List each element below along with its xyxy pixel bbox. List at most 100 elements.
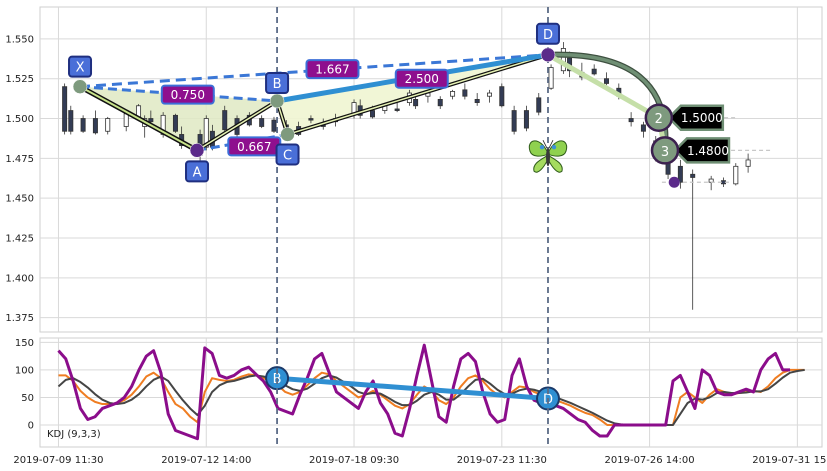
pivot-label-text: C — [283, 148, 292, 163]
candle-body — [450, 91, 456, 97]
candle-body — [394, 108, 400, 111]
butterfly-body — [545, 148, 550, 167]
butterfly-antenna — [548, 139, 554, 149]
pivot-label-box — [535, 22, 560, 45]
target-value-text: 1.5000 — [681, 111, 723, 125]
candle-body — [123, 113, 129, 127]
x-tick-label: 2019-07-23 11:30 — [457, 455, 547, 466]
price-y-tick-label: 1.425 — [5, 234, 34, 245]
target-purple-dot — [668, 176, 680, 188]
pivot-dot-c — [280, 127, 295, 142]
candle-body — [62, 86, 68, 132]
kdj-y-tick-label: 0 — [28, 420, 34, 431]
candle-body — [628, 118, 634, 123]
pivot-label-box — [68, 55, 93, 78]
butterfly-spot — [551, 144, 557, 150]
candle-body — [148, 118, 154, 123]
ratio-box — [305, 59, 360, 80]
xab-triangle — [80, 86, 278, 151]
price-y-tick-label: 1.500 — [5, 114, 34, 125]
butterfly-wing-ll — [533, 154, 549, 173]
x-tick-label: 2019-07-09 11:30 — [13, 455, 103, 466]
kdj-y-tick-label: 150 — [15, 338, 34, 349]
candle-body — [733, 165, 739, 185]
candle-body — [499, 86, 505, 107]
price-y-tick-label: 1.375 — [5, 313, 34, 324]
ratio-value: 1.667 — [315, 63, 349, 77]
target-label-text: 3 — [661, 145, 669, 160]
pivot-label-text: A — [193, 165, 202, 180]
price-pane: 1.550 1.525 1.500 1.475 1.450 1.425 1.400 1.375… — [5, 6, 823, 447]
kdj-line-j — [57, 343, 791, 441]
candle-body — [511, 110, 517, 132]
x-tick-label: 2019-07-18 09:30 — [309, 455, 399, 466]
pivot-label-a: A — [185, 160, 210, 183]
kdj-y-tick-label: 100 — [15, 365, 34, 376]
pivot-dot-b — [269, 93, 285, 109]
pivot-dot-a — [189, 143, 205, 158]
target-circle — [644, 103, 674, 132]
ratio-value: 0.667 — [237, 140, 271, 154]
target-circle — [650, 136, 680, 165]
ratio-label: 1.667 — [305, 59, 360, 80]
pivot-label-text: D — [543, 28, 553, 43]
candle-body — [603, 78, 609, 84]
pivot-label-d: D — [535, 22, 560, 45]
butterfly-wing-ul — [528, 140, 549, 157]
price-y-tick-label: 1.525 — [5, 74, 34, 85]
butterfly-wing-ur — [547, 140, 568, 157]
pivot-label-box — [185, 160, 210, 183]
leg-cd — [287, 54, 549, 136]
target-label-text: 2 — [655, 112, 663, 127]
target-2: 1.5000 2 — [644, 103, 725, 132]
xd-dashed-line — [79, 53, 549, 89]
target-value-text: 1.4800 — [687, 144, 729, 158]
pivot-label-b: B — [265, 71, 290, 94]
butterfly-spot — [539, 144, 545, 150]
candle-body — [271, 119, 277, 132]
x-axis: 2019-07-09 11:30 2019-07-12 14:00 2019-07-… — [13, 455, 827, 466]
butterfly-antenna — [542, 139, 548, 149]
pivot-label-box — [275, 143, 300, 166]
target-3: 1.4800 3 — [650, 136, 731, 165]
pivot-label-x: X — [68, 55, 93, 78]
price-y-tick-label: 1.475 — [5, 154, 34, 165]
candle-body — [370, 110, 376, 118]
kdj-bd-line — [276, 375, 549, 402]
candle-body — [222, 110, 228, 131]
candle-body — [591, 68, 597, 75]
kdj-indicator-label: KDJ (9,3,3) — [47, 429, 101, 440]
candle-body — [80, 118, 86, 132]
ratio-value: 0.750 — [171, 88, 205, 102]
ratio-box — [160, 84, 215, 105]
candle-body — [413, 99, 419, 107]
candle-body — [474, 99, 480, 103]
butterfly-wing-lr — [547, 154, 563, 173]
kdj-pane: 150100500BD — [15, 337, 823, 448]
projection-line-to-2 — [546, 52, 661, 120]
ratio-label: 0.667 — [227, 136, 282, 157]
pivot-dot-x — [72, 79, 88, 94]
pivot-label-box — [265, 71, 290, 94]
candle-body — [68, 110, 74, 132]
x-tick-label: 2019-07-26 14:00 — [605, 455, 695, 466]
candle-body — [308, 118, 314, 121]
leg-ab — [196, 100, 278, 152]
butterfly-icon — [528, 139, 568, 173]
candle-body — [172, 114, 178, 132]
leg-xa — [79, 85, 198, 152]
candle-body — [523, 110, 529, 129]
candle-body — [536, 97, 542, 113]
kdj-y-tick-label: 50 — [21, 393, 34, 404]
price-y-tick-label: 1.400 — [5, 273, 34, 284]
candle-body — [745, 159, 751, 167]
target-value-box — [673, 137, 731, 164]
target-value-box — [667, 104, 725, 131]
candle-body — [437, 99, 443, 107]
candle-body — [105, 118, 111, 132]
pivot-label-c: C — [275, 143, 300, 166]
candle-body — [259, 118, 265, 127]
ratio-label: 2.500 — [394, 68, 449, 89]
ratio-label: 0.750 — [160, 84, 215, 105]
